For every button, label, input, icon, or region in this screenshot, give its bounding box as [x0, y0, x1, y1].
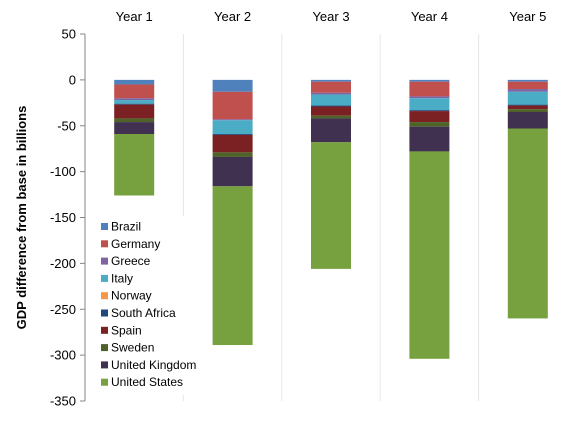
bar-segment — [507, 81, 548, 90]
y-tick-label: -50 — [57, 118, 76, 133]
y-tick-label: -200 — [50, 256, 76, 271]
y-axis-title: GDP difference from base in billions — [14, 106, 29, 330]
legend-swatch — [101, 223, 108, 230]
bar-segment — [507, 128, 548, 319]
legend-swatch — [101, 274, 108, 282]
bar-segment — [311, 79, 351, 82]
y-tick-label: 50 — [62, 27, 76, 42]
bar-segment — [311, 94, 351, 106]
bar-segment — [212, 156, 253, 187]
bar-segment — [311, 92, 351, 95]
bar-segment — [114, 98, 155, 101]
bar-segment — [409, 122, 450, 127]
legend-swatch — [101, 292, 108, 300]
bar-segment — [409, 126, 450, 152]
legend-swatch — [101, 326, 108, 334]
category-label: Year 5 — [509, 9, 546, 24]
legend-label: Norway — [111, 289, 152, 303]
bar-segment — [311, 106, 351, 116]
bar-segment — [507, 89, 548, 92]
bar-segment — [409, 81, 450, 97]
bar-segment — [212, 152, 253, 157]
bar-segment — [212, 134, 253, 153]
bar-segment — [409, 111, 450, 123]
legend-background — [92, 216, 192, 395]
category-label: Year 3 — [312, 9, 349, 24]
bar-segment — [114, 122, 155, 135]
bar-segment — [114, 104, 155, 119]
legend-label: Germany — [111, 237, 160, 251]
y-tick-label: 0 — [69, 72, 76, 87]
legend-label: Spain — [111, 323, 142, 337]
y-axis-title-group: GDP difference from base in billions — [14, 106, 29, 330]
bar-segment — [114, 103, 155, 105]
bar-segment — [507, 79, 548, 82]
bar-segment — [114, 100, 155, 104]
bar-segment — [409, 98, 450, 111]
category-labels: Year 1 Year 2 Year 3 Year 4 Year 5 — [116, 9, 547, 24]
legend-label: Greece — [111, 254, 151, 268]
legend-label: South Africa — [111, 306, 176, 320]
bar-segment — [507, 91, 548, 105]
bar-segment — [507, 111, 548, 129]
legend-swatch — [101, 257, 108, 265]
bar-segment — [409, 151, 450, 359]
bar-segment — [311, 81, 351, 93]
bar-segment — [311, 142, 351, 269]
y-tick-label: -300 — [50, 348, 76, 363]
y-axis: 50 0 -50 -100 -150 -200 -250 -300 -350 — [50, 27, 86, 409]
y-tick-label: -250 — [50, 302, 76, 317]
legend-swatch — [101, 378, 108, 386]
legend-label: United States — [111, 375, 183, 389]
bar-segment — [114, 79, 155, 85]
bar-segment — [212, 134, 253, 135]
y-tick-label: -350 — [50, 394, 76, 409]
bars-layer — [114, 79, 548, 359]
bar-segment — [409, 96, 450, 99]
category-label: Year 4 — [411, 9, 448, 24]
bar-segment — [114, 84, 155, 99]
legend-swatch — [101, 240, 108, 248]
bar-segment — [114, 118, 155, 123]
bar-segment — [212, 91, 253, 120]
bar-segment — [114, 134, 155, 196]
category-label: Year 2 — [214, 9, 251, 24]
bar-segment — [311, 115, 351, 119]
bar-segment — [311, 105, 351, 107]
bar-segment — [212, 186, 253, 346]
bar-segment — [409, 79, 450, 82]
y-tick-label: -150 — [50, 210, 76, 225]
bar-segment — [507, 109, 548, 112]
bar-segment — [212, 120, 253, 135]
y-tick-label: -100 — [50, 164, 76, 179]
bar-segment — [507, 105, 548, 110]
bar-segment — [311, 118, 351, 143]
bar-segment — [212, 119, 253, 121]
legend-swatch — [101, 309, 108, 317]
legend-swatch — [101, 361, 108, 369]
bar-segment — [409, 110, 450, 112]
category-label: Year 1 — [116, 9, 153, 24]
legend-label: Sweden — [111, 341, 154, 355]
bar-segment — [212, 79, 253, 92]
legend-swatch — [101, 344, 108, 352]
bar-segment — [507, 104, 548, 106]
legend-label: Brazil — [111, 220, 141, 234]
legend-label: United Kingdom — [111, 358, 196, 372]
legend: Brazil Germany Greece Italy Norway South Afri… — [92, 216, 196, 395]
legend-label: Italy — [111, 271, 133, 285]
